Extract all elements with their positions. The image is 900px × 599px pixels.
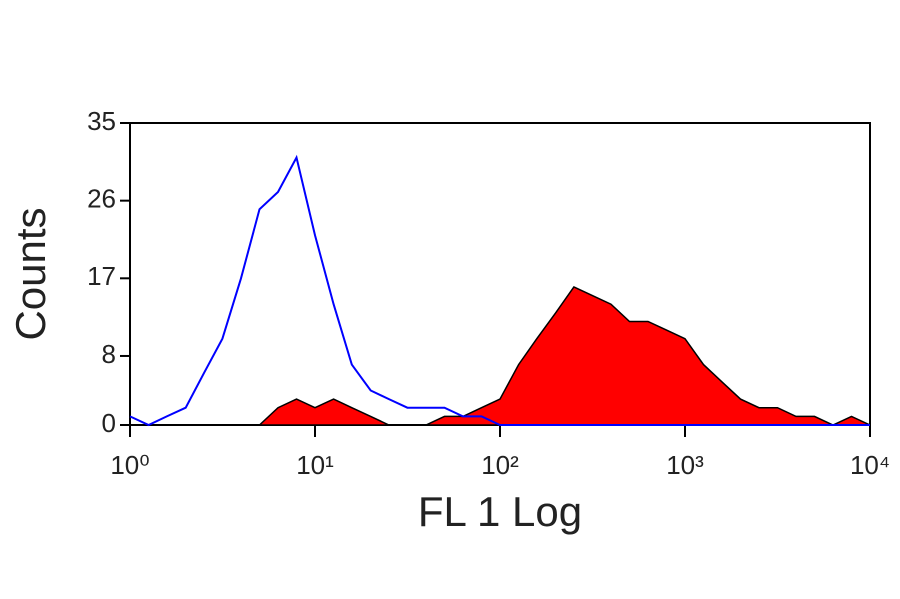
y-tick-label: 26 [87, 184, 116, 214]
x-tick-label: 10² [481, 450, 519, 480]
x-tick-label: 10³ [666, 450, 704, 480]
x-tick-label: 10⁴ [850, 450, 890, 480]
histogram-line [129, 154, 870, 427]
x-tick-label: 10⁰ [110, 450, 149, 480]
histogram-area [130, 285, 871, 426]
y-axis-label: Counts [7, 207, 54, 340]
x-tick-label: 10¹ [296, 450, 334, 480]
y-tick-label: 35 [87, 106, 116, 136]
y-tick-label: 8 [102, 339, 116, 369]
y-tick-label: 0 [102, 408, 116, 438]
plot-frame [129, 122, 871, 426]
y-tick-label: 17 [87, 261, 116, 291]
x-axis-label: FL 1 Log [418, 488, 582, 535]
